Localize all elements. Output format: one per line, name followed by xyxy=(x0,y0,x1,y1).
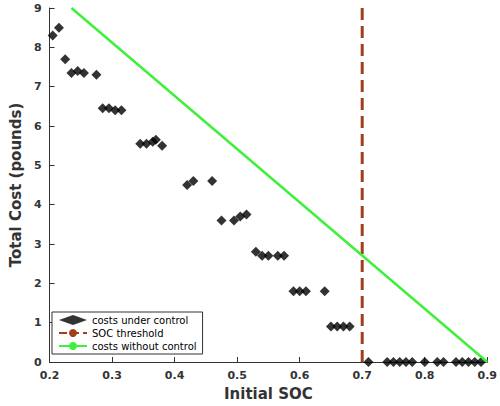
svg-text:9: 9 xyxy=(34,2,42,15)
svg-text:0.4: 0.4 xyxy=(165,369,185,382)
svg-text:Total Cost (pounds): Total Cost (pounds) xyxy=(7,103,25,268)
svg-text:SOC threshold: SOC threshold xyxy=(92,328,163,339)
svg-text:0.7: 0.7 xyxy=(352,369,372,382)
svg-text:costs without control: costs without control xyxy=(92,341,197,352)
svg-text:0.9: 0.9 xyxy=(478,369,498,382)
svg-text:0.8: 0.8 xyxy=(415,369,435,382)
svg-text:0.3: 0.3 xyxy=(102,369,122,382)
svg-text:4: 4 xyxy=(34,198,42,211)
svg-text:0.5: 0.5 xyxy=(227,369,247,382)
svg-text:0.6: 0.6 xyxy=(290,369,310,382)
svg-text:5: 5 xyxy=(34,159,42,172)
svg-text:1: 1 xyxy=(34,316,42,329)
svg-text:8: 8 xyxy=(34,41,42,54)
svg-text:0: 0 xyxy=(34,356,42,369)
svg-text:6: 6 xyxy=(34,120,42,133)
svg-text:7: 7 xyxy=(34,80,42,93)
svg-text:Initial SOC: Initial SOC xyxy=(224,385,313,403)
svg-text:3: 3 xyxy=(34,238,42,251)
svg-text:2: 2 xyxy=(34,277,42,290)
svg-text:costs under control: costs under control xyxy=(92,315,188,326)
svg-text:0.2: 0.2 xyxy=(40,369,60,382)
